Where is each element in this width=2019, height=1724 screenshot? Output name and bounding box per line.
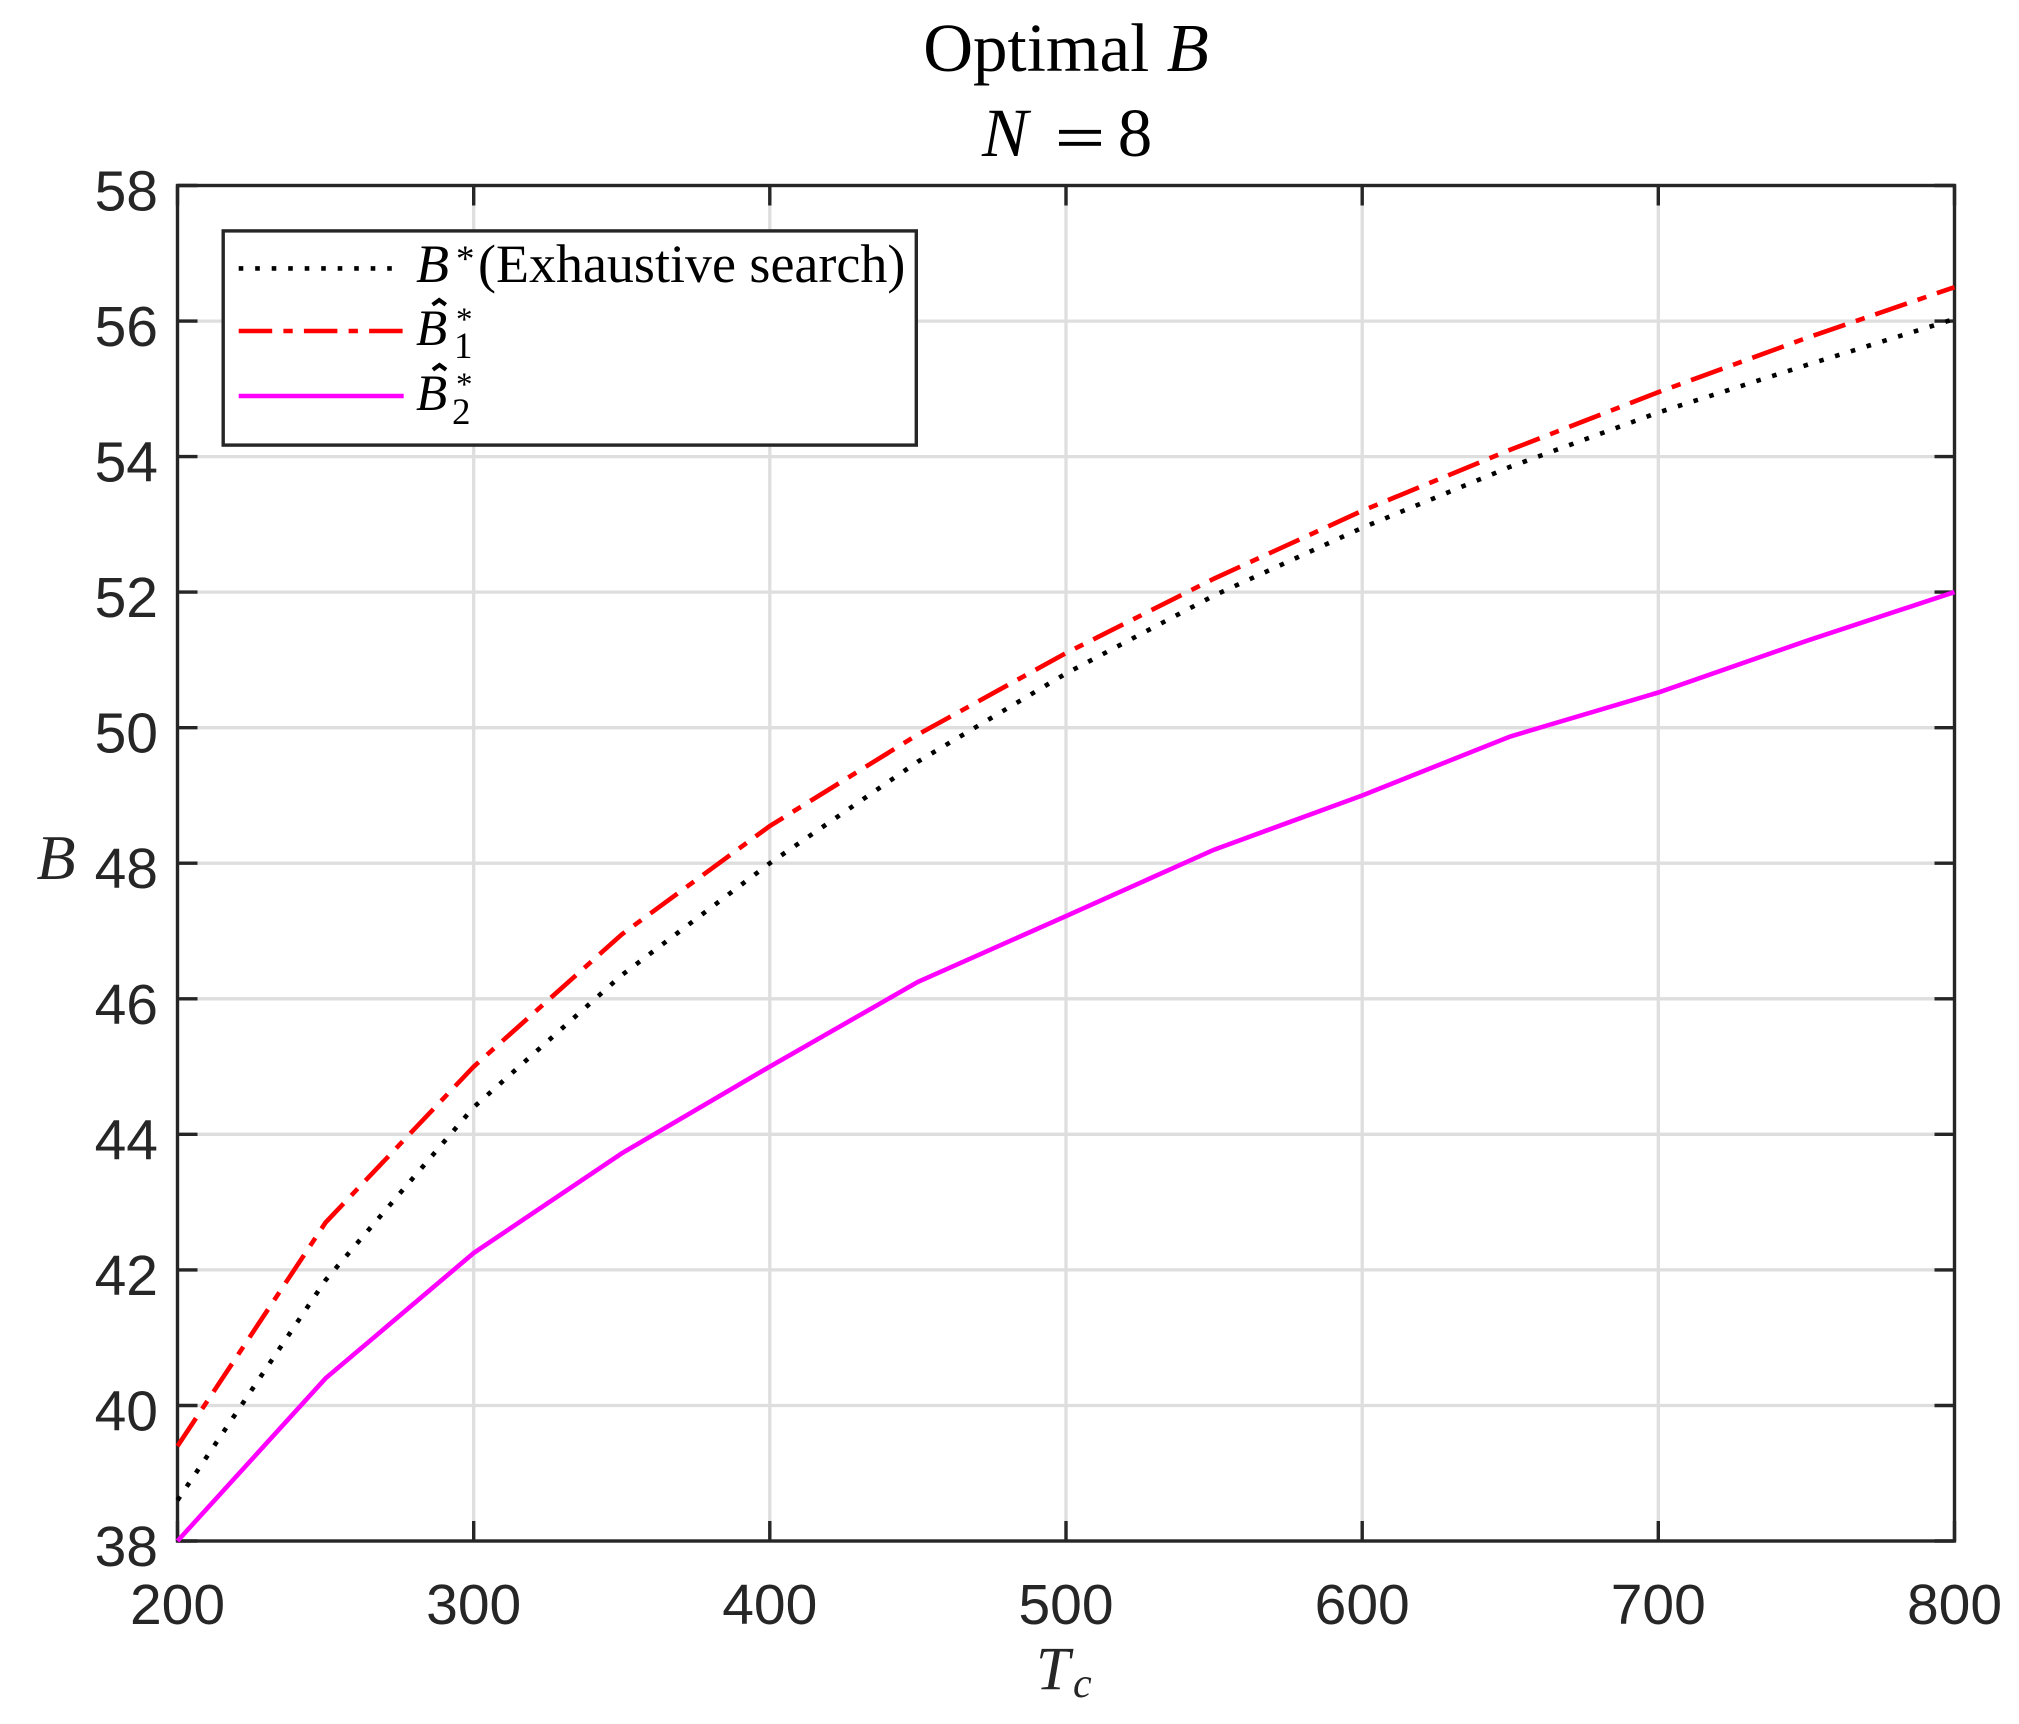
svg-text:600: 600 [1315,1573,1410,1637]
svg-text:*: * [456,302,473,338]
svg-text:38: 38 [95,1515,158,1579]
svg-text:52: 52 [95,566,158,630]
svg-text:40: 40 [95,1380,158,1444]
svg-text:B: B [416,234,449,294]
svg-text:300: 300 [426,1573,521,1637]
svg-text:8: 8 [1118,95,1153,171]
svg-text:200: 200 [130,1573,225,1637]
svg-text:54: 54 [95,431,158,495]
svg-text:800: 800 [1907,1573,2002,1637]
svg-text:44: 44 [95,1108,158,1172]
svg-text:58: 58 [95,160,158,224]
svg-text:50: 50 [95,702,158,766]
svg-text:700: 700 [1611,1573,1706,1637]
svg-text:Optimal B: Optimal B [923,10,1209,86]
svg-text:56: 56 [95,295,158,359]
svg-text:2: 2 [452,392,471,433]
svg-text:*: * [456,239,475,280]
svg-text:*: * [456,367,473,403]
svg-text:B: B [36,822,75,893]
svg-text:T: T [1036,1636,1074,1703]
svg-text:(Exhaustive search): (Exhaustive search) [478,234,905,294]
svg-text:400: 400 [722,1573,817,1637]
svg-text:500: 500 [1018,1573,1113,1637]
svg-text:48: 48 [95,837,158,901]
svg-text:B: B [416,366,447,422]
svg-text:1: 1 [454,326,473,367]
svg-text:B: B [416,301,447,357]
svg-text:46: 46 [95,973,158,1037]
svg-text:c: c [1073,1661,1092,1707]
svg-text:42: 42 [95,1244,158,1308]
svg-text:N: N [981,95,1032,171]
